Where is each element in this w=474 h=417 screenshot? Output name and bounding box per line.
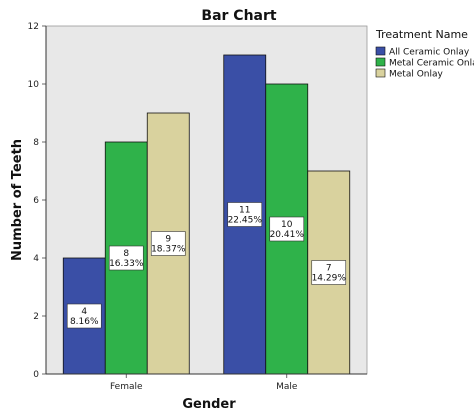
data-label-box — [269, 216, 305, 242]
data-label: 7 — [326, 264, 332, 274]
y-tick-label: 0 — [33, 370, 39, 380]
data-label: 8.16% — [70, 317, 99, 327]
data-label: 14.29% — [312, 274, 347, 284]
y-tick-label: 8 — [33, 138, 39, 148]
data-label: 4 — [81, 307, 87, 317]
data-label: 8 — [123, 249, 129, 259]
data-label: 11 — [239, 206, 250, 216]
data-label: 16.33% — [109, 259, 144, 269]
y-tick-label: 4 — [33, 254, 39, 264]
y-tick-label: 2 — [33, 312, 39, 322]
data-label-box — [311, 260, 347, 285]
legend-item-label: Metal Onlay — [389, 70, 444, 80]
legend-swatch — [375, 68, 386, 78]
data-label: 20.41% — [270, 230, 305, 240]
y-tick-label: 12 — [28, 22, 39, 32]
y-axis-label: Number of Teeth — [10, 139, 25, 261]
x-tick-label: Female — [110, 382, 143, 392]
legend-title: Treatment Name — [375, 28, 468, 41]
data-label-box — [108, 245, 144, 271]
axes-group: 0 2 4 6 8 10 12 Female Male — [28, 22, 367, 392]
data-label: 18.37% — [151, 245, 186, 255]
legend-item-label: Metal Ceramic Onlay — [389, 59, 474, 69]
data-label-box — [227, 202, 263, 227]
data-label-box — [150, 231, 186, 256]
y-tick-label: 6 — [33, 196, 39, 206]
y-tick-label: 10 — [28, 80, 40, 90]
legend-swatch — [375, 46, 386, 56]
chart-title: Bar Chart — [201, 8, 276, 24]
x-tick-label: Male — [276, 382, 298, 392]
data-label: 9 — [165, 235, 171, 245]
data-label: 10 — [281, 220, 293, 230]
x-axis-label: Gender — [182, 397, 236, 412]
data-label-box — [66, 303, 102, 329]
legend-item-label: All Ceramic Onlay — [389, 48, 470, 58]
data-label: 22.45% — [228, 216, 263, 226]
legend-swatch — [375, 57, 386, 67]
